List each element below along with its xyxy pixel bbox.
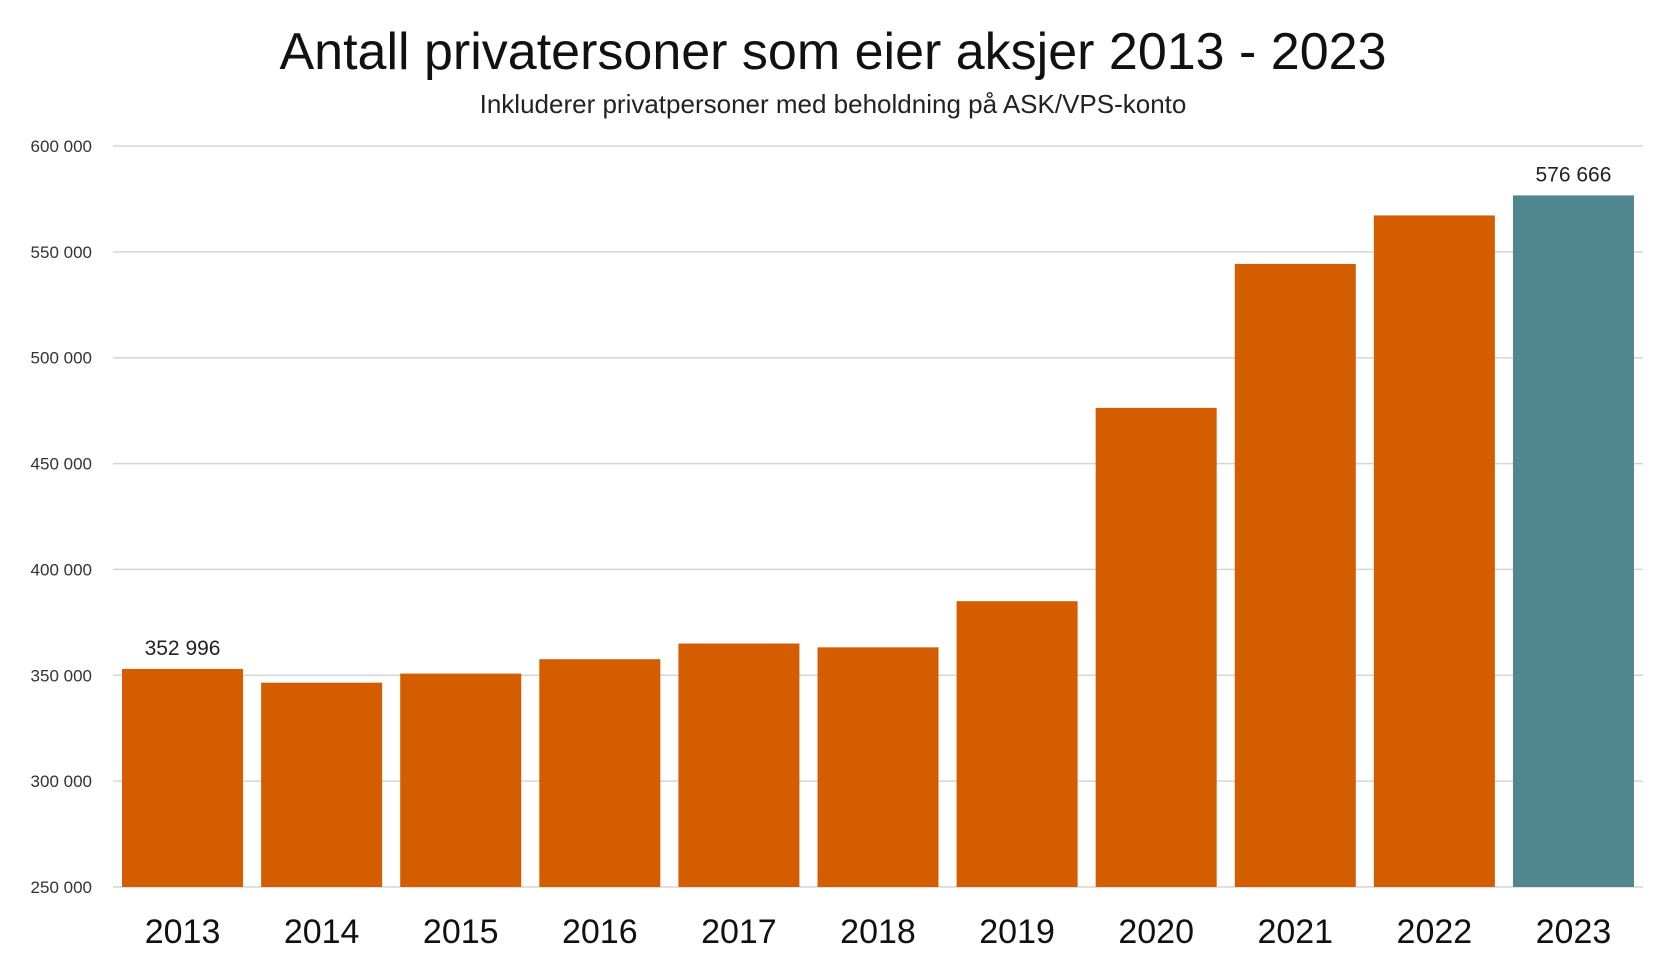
y-tick-label: 350 000 [31,666,92,685]
chart-subtitle: Inkluderer privatpersoner med beholdning… [480,89,1187,119]
x-tick-label: 2023 [1536,913,1612,951]
data-label: 352 996 [145,637,221,660]
chart-title: Antall privatersoner som eier aksjer 201… [279,23,1386,81]
bar [400,673,522,887]
bar [678,643,800,887]
data-label: 576 666 [1535,163,1611,186]
y-tick-label: 600 000 [31,137,92,156]
x-tick-label: 2021 [1257,913,1333,951]
y-tick-label: 300 000 [31,772,92,791]
x-tick-label: 2016 [562,913,638,951]
x-tick-label: 2019 [979,913,1055,951]
bar [1373,215,1495,888]
x-tick-label: 2013 [145,913,221,951]
bar [1512,195,1634,887]
data-labels: 352 996 576 666 [145,163,1612,660]
x-tick-label: 2018 [840,913,916,951]
y-tick-label: 450 000 [31,455,92,474]
x-tick-label: 2015 [423,913,499,951]
bar [261,682,383,887]
y-tick-label: 550 000 [31,243,92,262]
y-tick-label: 400 000 [31,560,92,579]
x-axis: 2013 2014 2015 2016 2017 2018 2019 2020 2021 2022… [145,913,1612,951]
x-tick-label: 2017 [701,913,777,951]
bars [122,195,1634,888]
y-tick-label: 250 000 [31,878,92,897]
x-tick-label: 2014 [284,913,360,951]
bar [1234,263,1356,887]
bar [122,668,244,887]
bar [956,601,1078,887]
y-axis: 250 000 300 000 350 000 400 000 450 000 500 0… [31,137,92,897]
x-tick-label: 2020 [1118,913,1194,951]
bar [1095,407,1217,887]
bar [539,659,661,887]
y-tick-label: 500 000 [31,349,92,368]
bar [817,647,939,887]
x-tick-label: 2022 [1397,913,1473,951]
